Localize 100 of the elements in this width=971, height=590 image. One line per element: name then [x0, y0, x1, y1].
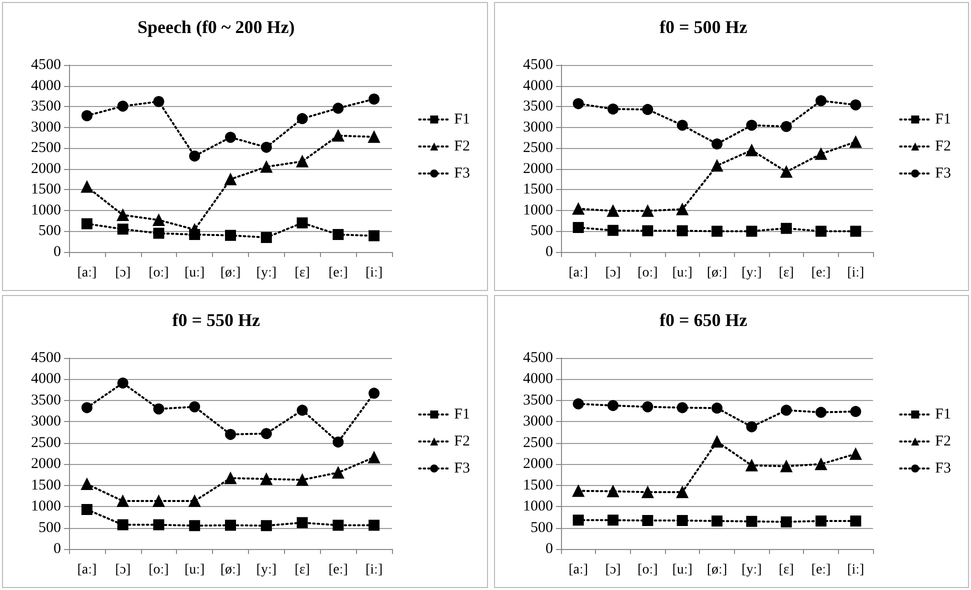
point — [296, 517, 308, 528]
y-tick-label: 500 — [38, 223, 61, 240]
point — [332, 520, 344, 531]
y-tick-label: 1000 — [523, 498, 553, 515]
point — [607, 204, 619, 217]
point — [81, 504, 92, 516]
x-tick-label: [øː] — [220, 562, 241, 578]
y-tick-label: 3500 — [31, 98, 61, 115]
point — [711, 160, 723, 172]
point — [746, 120, 758, 131]
point — [153, 96, 164, 108]
point — [780, 460, 792, 472]
point — [189, 401, 200, 412]
x-tick-label: [øː] — [220, 266, 241, 280]
x-tick-label: [eː] — [328, 562, 348, 578]
point — [712, 515, 722, 526]
point — [152, 495, 165, 508]
point — [296, 155, 308, 168]
x-tick-label: [yː] — [256, 562, 276, 578]
point — [260, 520, 272, 532]
x-tick-label: [aː] — [77, 266, 97, 280]
point — [117, 224, 128, 235]
point — [332, 229, 344, 240]
x-tick-label: [øː] — [706, 266, 728, 280]
point — [332, 436, 344, 448]
point — [225, 428, 236, 440]
point — [296, 217, 308, 228]
legend-label: F1 — [454, 112, 470, 128]
y-tick-label: 1000 — [31, 202, 61, 218]
point — [152, 214, 165, 226]
point — [368, 130, 380, 143]
point — [80, 180, 93, 193]
point — [296, 113, 308, 124]
y-tick-label: 3500 — [523, 392, 553, 408]
point — [368, 520, 380, 531]
point — [260, 472, 272, 485]
point — [816, 226, 826, 237]
x-tick-label: [aː] — [568, 266, 588, 280]
point — [850, 406, 862, 417]
chart-title: f0 = 650 Hz — [660, 310, 748, 330]
x-tick-label: [ɛ] — [294, 562, 310, 578]
point — [746, 421, 758, 432]
point — [780, 222, 792, 234]
y-tick-label: 500 — [530, 223, 553, 240]
x-tick-label: [ɔ] — [115, 266, 131, 280]
point — [850, 448, 862, 460]
x-tick-label: [yː] — [742, 562, 762, 578]
y-tick-label: 2000 — [31, 456, 61, 472]
y-tick-label: 4500 — [31, 350, 61, 366]
point — [746, 226, 758, 237]
point — [572, 514, 584, 526]
point — [117, 378, 128, 389]
legend-label: F1 — [935, 112, 951, 128]
point — [780, 121, 792, 132]
y-tick-label: 4000 — [523, 371, 553, 388]
point — [711, 436, 723, 448]
point — [676, 486, 688, 498]
point — [608, 514, 618, 526]
point — [332, 130, 344, 142]
y-tick-label: 500 — [530, 520, 553, 536]
point — [153, 519, 164, 530]
x-tick-label: [ɔ] — [115, 562, 131, 578]
point — [572, 202, 584, 215]
x-tick-label: [uː] — [672, 266, 692, 280]
point — [676, 120, 688, 131]
x-tick-label: [oː] — [148, 266, 169, 280]
legend-label: F3 — [454, 460, 470, 476]
point — [81, 110, 92, 122]
point — [746, 144, 758, 156]
y-tick-label: 2000 — [31, 160, 61, 177]
point — [332, 102, 344, 114]
point — [332, 466, 344, 479]
point — [116, 495, 129, 508]
point — [676, 203, 688, 216]
chart-title: Speech (f0 ~ 200 Hz) — [137, 17, 295, 37]
point — [850, 136, 862, 148]
y-tick-label: 1500 — [31, 182, 61, 198]
point — [712, 138, 722, 150]
point — [608, 400, 618, 412]
point — [224, 173, 236, 186]
point — [117, 100, 128, 112]
y-tick-label: 3000 — [523, 414, 553, 430]
x-tick-label: [aː] — [77, 562, 97, 578]
y-tick-label: 1500 — [523, 477, 553, 494]
y-tick-label: 500 — [38, 520, 61, 536]
point — [642, 515, 654, 526]
point — [780, 516, 792, 528]
point — [712, 226, 722, 237]
point — [260, 428, 272, 440]
x-tick-label: [uː] — [672, 562, 692, 578]
point — [296, 474, 308, 486]
point — [117, 519, 128, 530]
x-tick-label: [øː] — [706, 562, 728, 578]
point — [676, 225, 688, 236]
point — [850, 99, 862, 110]
x-tick-label: [iː] — [847, 266, 864, 280]
point — [260, 142, 272, 153]
y-tick-label: 2500 — [523, 140, 553, 156]
legend-label: F1 — [935, 406, 951, 422]
y-tick-label: 0 — [54, 541, 61, 557]
